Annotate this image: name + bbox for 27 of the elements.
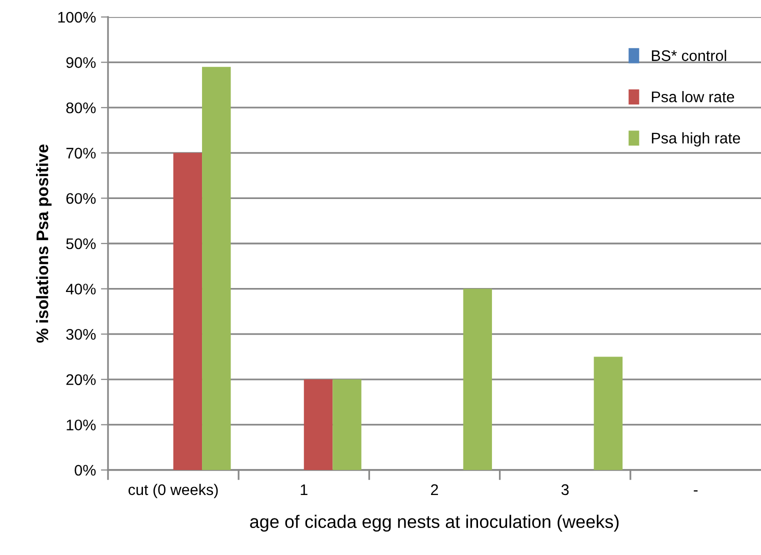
x-tick-label: 2 [431,484,438,495]
bar [202,66,231,470]
y-tick-label: 50% [66,238,96,250]
x-tick-label: cut (0 weeks) [128,484,218,498]
y-tick-label: 90% [66,57,96,68]
y-tick-label: 70% [66,148,96,159]
legend-label: Psa high rate [652,132,740,147]
y-tick-label: 40% [66,284,96,294]
bar [463,288,492,470]
x-axis-title: age of cicada egg nests at inoculation (weeks) [250,514,619,532]
y-tick-label: 80% [66,102,96,114]
bar [173,152,202,470]
y-tick-label: 60% [66,193,96,204]
legend-label: Psa low rate [652,91,734,102]
x-tick-label: 3 [561,484,569,496]
x-tick-label: 1 [300,484,308,495]
bar [304,379,333,470]
legend-label: BS* control [652,50,726,62]
y-tick-label: 20% [66,374,96,386]
y-axis-title: % isolations Psa positive [36,144,52,343]
y-tick-label: 30% [66,328,96,340]
x-tick-label: - [694,490,698,492]
y-tick-label: 10% [66,420,96,430]
bar [594,356,623,470]
y-tick-label: 0% [74,464,96,476]
y-tick-label: 100% [58,12,96,23]
bar [332,379,362,470]
